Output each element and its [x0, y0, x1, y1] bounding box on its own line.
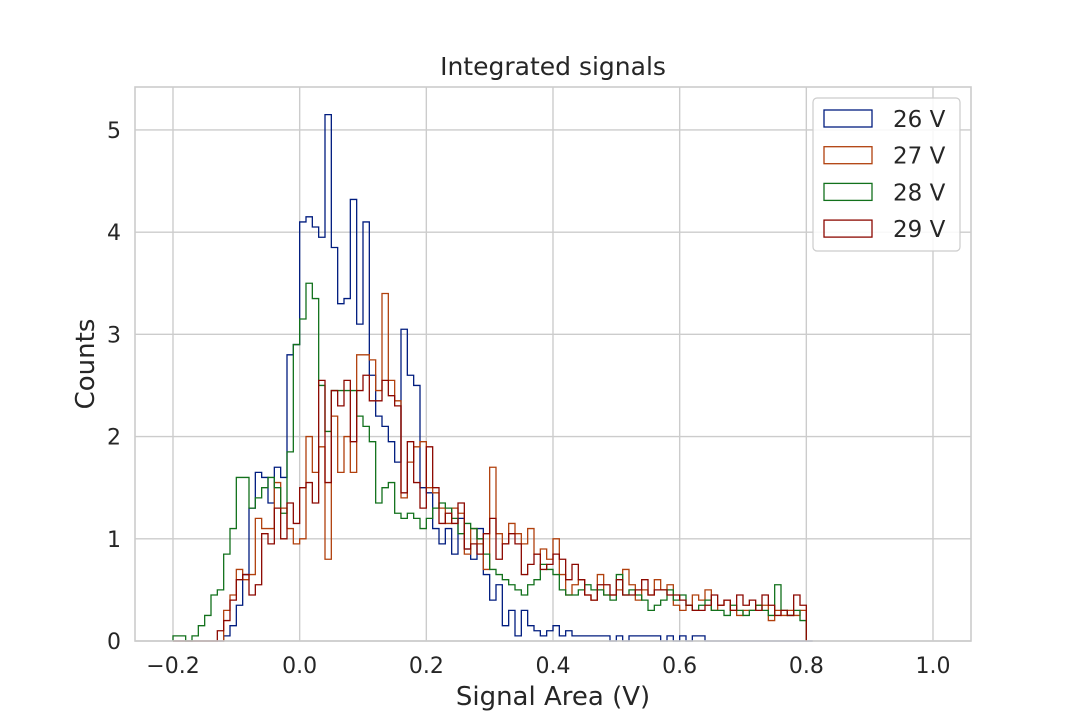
- x-tick-label-3: 0.4: [536, 654, 571, 679]
- legend-label-0: 26 V: [893, 107, 946, 133]
- legend-label-3: 29 V: [893, 217, 946, 243]
- legend-swatch-3: [823, 219, 873, 238]
- axes-border: [134, 86, 972, 642]
- legend: 26 V 27 V 28 V 29 V: [812, 97, 961, 252]
- y-tick-label-1: 1: [107, 528, 121, 553]
- x-axis-ticks: −0.2 0.0 0.2 0.4 0.6 0.8 1.0: [146, 654, 950, 679]
- y-tick-label-5: 5: [107, 119, 121, 144]
- x-axis-label: Signal Area (V): [456, 682, 650, 712]
- chart-title: Integrated signals: [440, 52, 666, 81]
- series-3-step-line: [173, 374, 807, 642]
- x-tick-label-4: 0.6: [662, 654, 697, 679]
- series-1-step-line: [173, 292, 807, 642]
- legend-swatch-2: [823, 182, 873, 202]
- series-layer: [172, 113, 813, 642]
- series-2-step-line: [172, 282, 807, 642]
- legend-label-1: 27 V: [893, 144, 946, 170]
- legend-box: [812, 97, 961, 252]
- legend-swatch-0: [823, 109, 873, 128]
- y-tick-label-4: 4: [107, 221, 121, 246]
- y-tick-label-2: 2: [107, 426, 121, 451]
- legend-label-2: 28 V: [893, 180, 946, 206]
- y-axis-ticks: 0 1 2 3 4 5: [107, 119, 121, 655]
- x-tick-label-1: 0.0: [282, 654, 317, 679]
- x-tick-label-0: −0.2: [146, 654, 199, 679]
- x-tick-label-5: 0.8: [789, 654, 824, 679]
- y-tick-label-0: 0: [107, 630, 121, 655]
- x-tick-label-2: 0.2: [409, 654, 444, 679]
- y-tick-label-3: 3: [107, 323, 121, 348]
- x-tick-label-6: 1.0: [916, 654, 951, 679]
- plot-frame: [134, 86, 972, 642]
- y-axis-label: Counts: [71, 319, 101, 410]
- legend-swatch-1: [823, 146, 873, 165]
